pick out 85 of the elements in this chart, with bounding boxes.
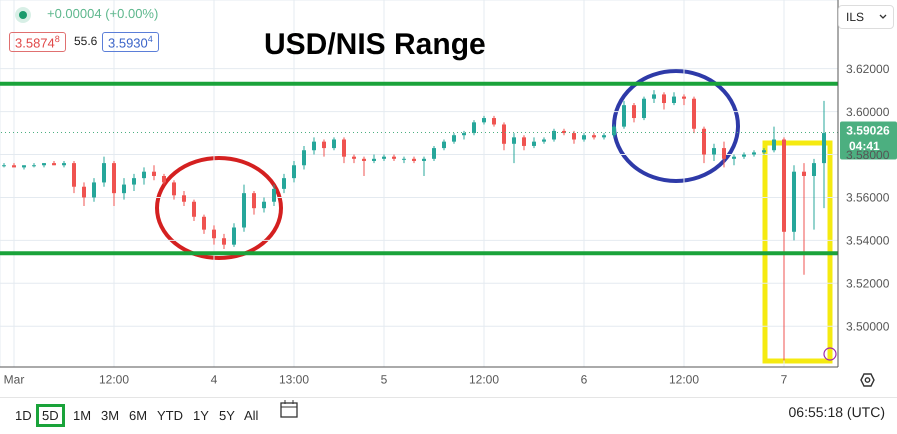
text: 1Y [192, 407, 210, 425]
x-tick-label: 12:00 [668, 372, 700, 387]
candlestick [662, 92, 666, 110]
candlestick [262, 196, 266, 213]
candlestick [682, 94, 686, 106]
annotation: +0.00004 (+0.00%) [47, 6, 158, 21]
candlestick [122, 178, 126, 200]
candlestick [172, 180, 176, 200]
candlestick [452, 132, 456, 144]
candlestick [292, 160, 296, 183]
candlestick [362, 156, 366, 176]
text: USD/NIS Range [264, 28, 486, 62]
candlestick [632, 102, 636, 123]
candlestick [322, 139, 326, 158]
y-tick-label: 3.54000 [846, 234, 890, 248]
candlestick [232, 222, 236, 248]
text: 5D [36, 404, 65, 427]
text: 06:55:18 (UTC) [788, 404, 885, 420]
candlestick [652, 90, 656, 104]
text: YTD [156, 407, 184, 425]
candlestick [572, 130, 576, 144]
candlestick [82, 182, 86, 207]
candlestick [162, 173, 166, 186]
candlestick [472, 120, 476, 136]
candlestick [102, 156, 106, 188]
candlestick [812, 158, 816, 230]
candlestick [332, 136, 336, 151]
y-tick-label: 3.50000 [846, 319, 890, 334]
candlestick [712, 143, 716, 162]
candlestick [722, 141, 726, 168]
x-tick-label: 5 [380, 372, 388, 387]
candlestick [802, 162, 806, 276]
x-tick-label: 12:00 [468, 372, 500, 387]
candlestick [642, 96, 646, 121]
candlestick [532, 136, 536, 149]
candlestick [502, 122, 506, 151]
candlestick [192, 199, 196, 222]
y-tick-label: 3.52000 [846, 276, 890, 291]
candlestick [612, 124, 616, 138]
candlestick [222, 233, 226, 250]
candlestick [152, 164, 156, 181]
candlestick [732, 154, 736, 166]
text: ILS [846, 10, 864, 24]
ref-line-label: 3.59026 [846, 124, 890, 138]
x-tick-label: 13:00 [278, 372, 310, 387]
candlestick [312, 136, 316, 156]
candlestick [202, 214, 206, 234]
candlestick [442, 139, 446, 151]
candlestick [272, 184, 276, 207]
text: All [243, 407, 260, 425]
annotation: 55.6 [74, 34, 98, 48]
candlestick [422, 156, 426, 176]
candlestick [252, 190, 256, 216]
candlestick [492, 115, 496, 128]
candlestick [132, 173, 136, 192]
x-tick-label: 12:00 [98, 372, 130, 387]
y-tick-label: 3.56000 [846, 190, 890, 205]
y-tick-label: 3.60000 [846, 104, 890, 119]
candlestick [432, 145, 436, 162]
text: 6M [128, 407, 148, 425]
x-tick-label: 4 [210, 372, 218, 387]
candlestick [522, 134, 526, 151]
candlestick [302, 145, 306, 170]
candlestick [772, 126, 776, 153]
candlestick [92, 178, 96, 202]
candlestick [142, 166, 146, 186]
x-tick-label: 6 [580, 372, 588, 387]
text: 3M [100, 407, 120, 425]
candlestick [212, 224, 216, 246]
candlestick [282, 173, 286, 194]
candlestick [552, 128, 556, 142]
text: 5Y [218, 407, 236, 425]
candlestick [72, 160, 76, 194]
y-tick-label: 3.62000 [846, 62, 890, 76]
x-tick-label: Mar [4, 372, 24, 387]
candlestick [622, 100, 626, 130]
candlestick [342, 136, 346, 164]
candlestick [512, 132, 516, 164]
text: 1D [14, 407, 33, 425]
annotation: 3.5874$^{8}$ [15, 34, 60, 50]
annotation: 3.5930$^{4}$ [108, 34, 153, 50]
text: 1M [72, 407, 92, 425]
x-tick-label: 7 [780, 372, 788, 387]
candlestick [672, 92, 676, 106]
candlestick [182, 190, 186, 207]
